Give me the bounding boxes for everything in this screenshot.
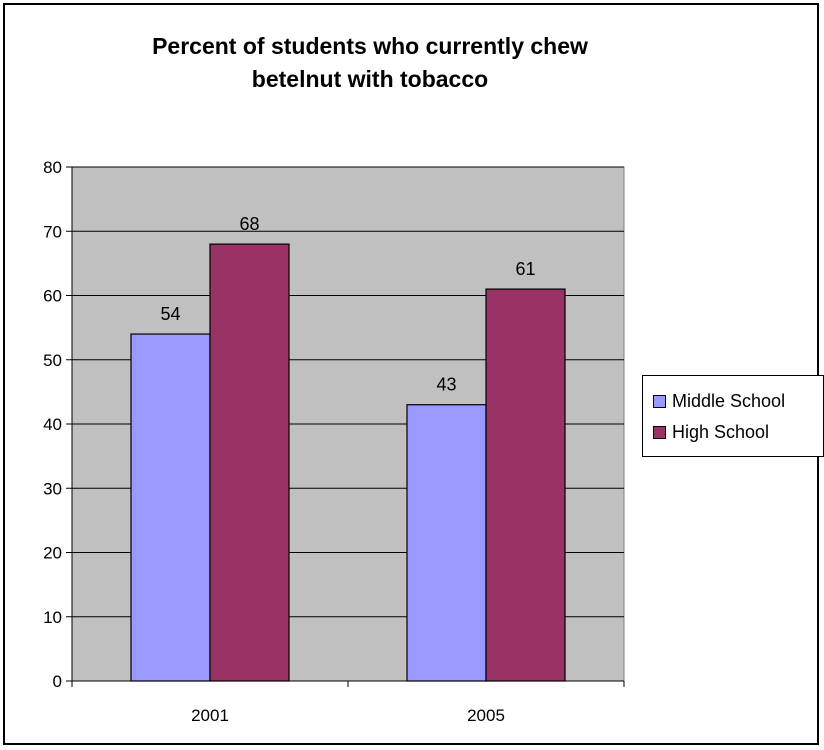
- bar-middle-school-2001: [130, 333, 211, 682]
- bar-middle-school-2005: [406, 404, 487, 682]
- x-tick-label-2001: 2001: [191, 706, 229, 725]
- y-tick-label: 30: [43, 479, 62, 498]
- y-tick-label: 80: [43, 158, 62, 177]
- y-tick-label: 0: [53, 672, 62, 691]
- chart-title: Percent of students who currently chew b…: [0, 30, 740, 96]
- legend-item-middle-school: Middle School: [653, 391, 785, 412]
- bar-high-school-2005: [485, 288, 566, 682]
- data-label-middle-school-2005: 43: [436, 375, 456, 395]
- chart-title-line-1: Percent of students who currently chew: [152, 33, 588, 59]
- legend-swatch-middle-school: [653, 395, 666, 408]
- y-tick-label: 20: [43, 544, 62, 563]
- x-tick-label-2005: 2005: [467, 706, 505, 725]
- data-label-high-school-2001: 68: [239, 214, 259, 234]
- y-tick-label: 40: [43, 415, 62, 434]
- legend-swatch-high-school: [653, 426, 666, 439]
- legend-label-middle-school: Middle School: [672, 391, 786, 411]
- data-label-high-school-2005: 61: [515, 259, 535, 279]
- legend-label-high-school: High School: [672, 422, 770, 442]
- chart-title-line-2: betelnut with tobacco: [251, 66, 489, 92]
- y-tick-label: 10: [43, 608, 62, 627]
- bar-high-school-2001: [209, 243, 290, 682]
- y-tick-label: 50: [43, 351, 62, 370]
- data-label-middle-school-2001: 54: [160, 304, 180, 324]
- legend: Middle School High School: [642, 375, 824, 457]
- y-tick-label: 60: [43, 287, 62, 306]
- legend-item-high-school: High School: [653, 422, 769, 443]
- y-tick-label: 70: [43, 222, 62, 241]
